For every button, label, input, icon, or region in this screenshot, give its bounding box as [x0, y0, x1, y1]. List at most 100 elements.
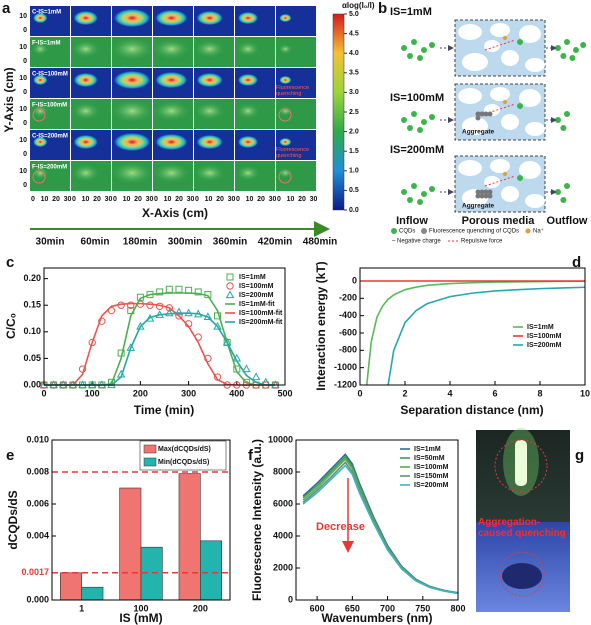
y-tick-label: 0.004 [26, 530, 49, 540]
x-tick-label: 10 [82, 196, 90, 203]
aggregate [479, 111, 485, 117]
y-tick-label: 0.006 [26, 498, 49, 508]
plume [194, 163, 226, 183]
grain [462, 117, 488, 135]
x-tick-label: 0 [72, 196, 76, 203]
cqd [517, 39, 523, 45]
caption: Aggregation-caused quenching [478, 517, 566, 539]
grain [458, 88, 482, 104]
plume [73, 135, 98, 149]
row-label: F-IS=100mM [32, 103, 67, 109]
cqd [421, 191, 427, 197]
axis-label: X-Axis (cm) [142, 206, 208, 220]
data-point [251, 372, 261, 381]
plume [236, 103, 260, 119]
cqd [417, 199, 423, 205]
x-tick-label: 0 [41, 388, 46, 398]
legend-label: IS=200mM [414, 482, 449, 489]
aggregate [487, 189, 493, 195]
plume [110, 161, 154, 185]
x-axis-label: IS (mM) [119, 611, 162, 625]
plot-frame [51, 439, 231, 601]
legend-label: Na⁺ [533, 228, 544, 235]
grain [490, 159, 510, 173]
row-label: F-IS=200mM [32, 165, 67, 171]
plot-frame [359, 267, 586, 386]
y-tick-label: 0 [23, 151, 27, 158]
plume [110, 37, 154, 61]
x-tick-label: 300 [181, 388, 196, 398]
legend-label: IS=1mM [414, 446, 441, 453]
cqd [417, 55, 423, 61]
x-tick-label: 20 [52, 196, 60, 203]
y-tick-label: -200 [339, 293, 357, 303]
data-point [88, 338, 96, 347]
x-tick-label: 800 [450, 603, 465, 613]
colorbar [332, 13, 345, 211]
y-tick-label: 0.000 [26, 594, 49, 604]
plume [155, 134, 188, 150]
y-tick-label: 2000 [273, 562, 293, 572]
x-tick-label: 4 [447, 388, 452, 398]
plume [196, 73, 223, 87]
x-tick-label: 10 [205, 196, 213, 203]
colorbar-label: αlog(I₀/I) [342, 1, 375, 10]
legend-label: Min(dCQDs/dS) [158, 459, 209, 466]
x-tick-label: 0 [113, 196, 117, 203]
y-tick-label: 10 [19, 75, 27, 82]
legend-label: IS=200mM-fit [239, 319, 283, 326]
y-axis-label: dCQDs/dS [6, 490, 20, 549]
y-axis-label: Fluorescence Intensity (a.u.) [250, 439, 264, 601]
panel-letter: a [2, 0, 11, 17]
x-tick-label: 10 [41, 196, 49, 203]
panel-letter: e [6, 447, 14, 464]
reference-label: 0.0017 [21, 567, 49, 577]
x-tick-label: 100 [85, 388, 100, 398]
cqd [401, 117, 407, 123]
legend-label: Fluorescence quenching of CQDs [429, 229, 519, 235]
x-tick-label: 0 [357, 388, 362, 398]
x-tick-label: 20 [134, 196, 142, 203]
legend-label: – Negative charge [392, 239, 441, 245]
cqd [569, 55, 576, 61]
grain [484, 176, 500, 188]
time-label: 420min [258, 237, 292, 248]
x-tick-label: 600 [310, 603, 325, 613]
x-tick-label: 10 [246, 196, 254, 203]
grain [519, 161, 541, 179]
condition-label: IS=200mM [390, 144, 444, 156]
y-tick-label: 10 [19, 13, 27, 20]
cqd [401, 189, 407, 195]
plume [278, 105, 293, 117]
grain [490, 23, 510, 37]
aggregate-label: Aggregate [462, 203, 495, 210]
legend-label: IS=100mM [527, 333, 562, 340]
grain [525, 194, 545, 208]
data-point [194, 288, 202, 296]
plume [33, 13, 48, 23]
caption-box: Aggregation-caused quenching [478, 517, 566, 539]
plume [238, 12, 258, 24]
y-tick-label: -600 [339, 327, 357, 337]
aggregate-blob [502, 563, 542, 589]
legend-label: CQDs [399, 229, 415, 235]
data-point [126, 343, 136, 351]
data-point [222, 337, 232, 346]
y-tick-label: 0.05 [23, 353, 41, 363]
cqd [407, 197, 413, 203]
annotation-box: Fluorescence quenching [276, 147, 309, 159]
axis-label: Y-Axis (cm) [2, 67, 16, 132]
na-ion [503, 36, 507, 40]
y-tick-label: 8000 [273, 466, 293, 476]
plot-frame [43, 267, 286, 386]
legend-label: Repulsive force [461, 239, 503, 245]
plume [278, 43, 293, 55]
grain [462, 53, 488, 71]
cqd [417, 127, 423, 133]
bar [119, 487, 142, 601]
cqd [560, 125, 567, 131]
x-tick-label: 30 [187, 196, 195, 203]
y-tick-label: 0.010 [26, 434, 49, 444]
x-tick-label: 10 [123, 196, 131, 203]
